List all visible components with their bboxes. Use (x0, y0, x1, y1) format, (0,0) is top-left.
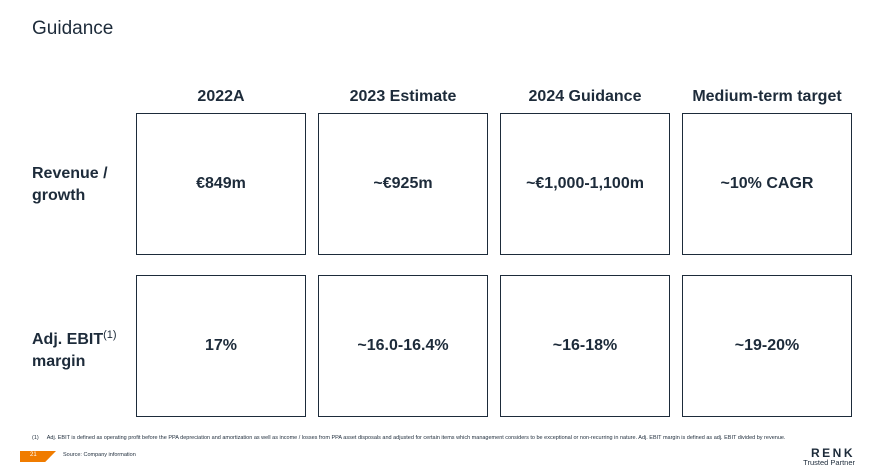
cell-ebit-2024-guidance: ~16-18% (500, 275, 670, 417)
row-label-revenue-line1: Revenue / (32, 165, 108, 182)
renk-logo: RENK Trusted Partner (803, 446, 855, 467)
column-header-medium-term-target: Medium-term target (692, 88, 842, 105)
cell-revenue-2024-guidance: ~€1,000-1,100m (500, 113, 670, 255)
row-label-ebit: Adj. EBIT(1) margin (32, 324, 117, 373)
column-header-2024-guidance: 2024 Guidance (528, 88, 642, 105)
column-header-2023-estimate: 2023 Estimate (349, 88, 457, 105)
column-header-2022a: 2022A (197, 88, 245, 105)
logo-tagline: Trusted Partner (803, 458, 855, 467)
page-title: Guidance (32, 18, 114, 39)
footnote: (1) Adj. EBIT is defined as operating pro… (32, 435, 785, 441)
cell-ebit-medium-term: ~19-20% (682, 275, 852, 417)
cell-revenue-2022a: €849m (136, 113, 306, 255)
source-note: Source: Company information (63, 452, 136, 458)
logo-wordmark: RENK (810, 446, 855, 460)
cell-revenue-medium-term: ~10% CAGR (682, 113, 852, 255)
page-number-tab (20, 451, 56, 462)
row-label-revenue-line2: growth (32, 187, 86, 204)
cell-ebit-2022a: 17% (136, 275, 306, 417)
footnote-text: Adj. EBIT is defined as operating profit… (46, 435, 786, 441)
cell-revenue-2023-estimate: ~€925m (318, 113, 488, 255)
footnote-number: (1) (32, 435, 39, 441)
page-number: 21 (30, 452, 37, 458)
footnote-reference: (1) (103, 329, 117, 341)
cell-ebit-2023-estimate: ~16.0-16.4% (318, 275, 488, 417)
row-label-ebit-line2: margin (32, 353, 86, 370)
row-label-ebit-line1: Adj. EBIT (32, 331, 104, 348)
row-label-revenue: Revenue / growth (32, 163, 108, 207)
